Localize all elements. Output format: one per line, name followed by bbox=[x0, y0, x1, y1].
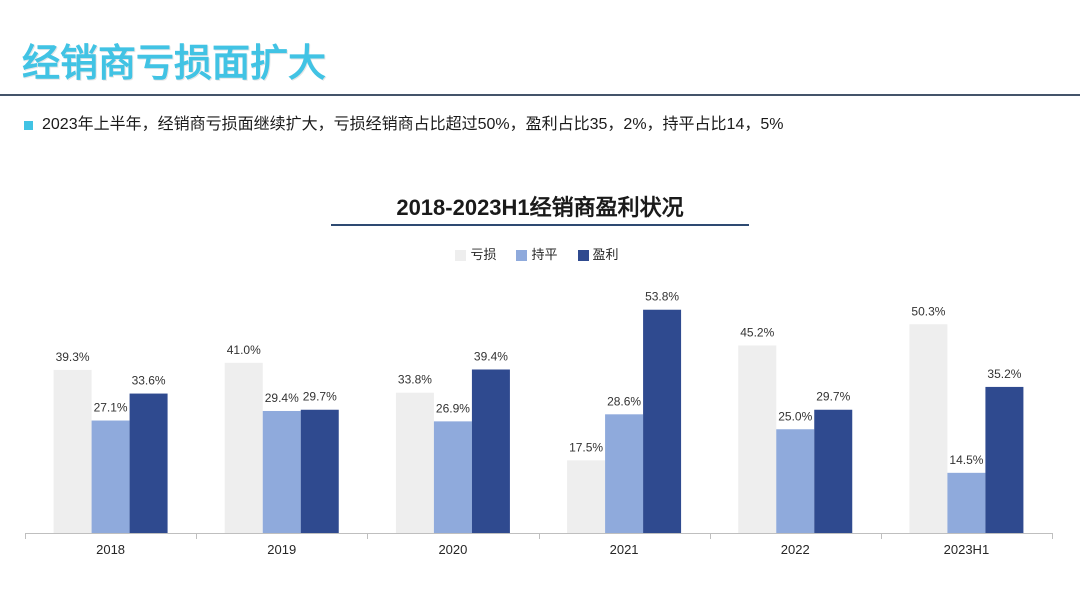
legend-label-breakeven: 持平 bbox=[531, 247, 558, 262]
bar-2019-series-0 bbox=[224, 362, 263, 533]
data-label-2018-series-1: 27.1% bbox=[94, 401, 128, 415]
bar-2022-series-0 bbox=[738, 345, 777, 533]
data-label-2022-series-2: 29.7% bbox=[816, 390, 850, 404]
bar-2021-series-1 bbox=[605, 414, 644, 533]
bar-2018-series-1 bbox=[91, 420, 130, 533]
bullet-point: 2023年上半年，经销商亏损面继续扩大，亏损经销商占比超过50%，盈利占比35，… bbox=[24, 114, 783, 136]
legend-item-breakeven: 持平 bbox=[516, 246, 558, 264]
chart-legend: 亏损 持平 盈利 bbox=[0, 246, 1077, 264]
bar-2020-series-0 bbox=[395, 392, 434, 533]
bar-2021-series-2 bbox=[643, 309, 682, 533]
legend-label-loss: 亏损 bbox=[470, 247, 497, 262]
x-tick-label-2023h1: 2023H1 bbox=[944, 542, 990, 557]
bar-2021-series-0 bbox=[567, 460, 606, 533]
legend-label-profit: 盈利 bbox=[592, 247, 619, 262]
data-label-2019-series-0: 41.0% bbox=[227, 343, 261, 357]
legend-swatch-breakeven bbox=[516, 249, 528, 261]
legend-item-profit: 盈利 bbox=[577, 246, 619, 264]
page-title: 经销商亏损面扩大 bbox=[22, 43, 327, 85]
bar-2020-series-2 bbox=[471, 369, 510, 533]
data-label-2023h1-series-1: 14.5% bbox=[949, 453, 983, 467]
bar-2018-series-0 bbox=[53, 369, 92, 533]
data-label-2022-series-1: 25.0% bbox=[778, 409, 812, 423]
bar-2023h1-series-2 bbox=[985, 386, 1024, 533]
data-label-2020-series-1: 26.9% bbox=[436, 401, 470, 415]
x-tick-label-2021: 2021 bbox=[610, 542, 639, 557]
bar-2023h1-series-1 bbox=[947, 472, 986, 533]
data-label-2023h1-series-0: 50.3% bbox=[911, 304, 945, 318]
data-label-2021-series-0: 17.5% bbox=[569, 440, 603, 454]
legend-swatch-profit bbox=[577, 249, 589, 261]
bar-2019-series-2 bbox=[300, 409, 339, 533]
x-tick-label-2022: 2022 bbox=[781, 542, 810, 557]
title-divider bbox=[0, 94, 1080, 96]
data-label-2018-series-2: 33.6% bbox=[132, 374, 166, 388]
data-label-2021-series-1: 28.6% bbox=[607, 394, 641, 408]
bar-2020-series-1 bbox=[433, 421, 472, 533]
chart-title-underline bbox=[331, 224, 749, 226]
legend-item-loss: 亏损 bbox=[455, 246, 496, 264]
bar-2018-series-2 bbox=[129, 393, 168, 533]
bar-2019-series-1 bbox=[262, 410, 301, 533]
data-label-2019-series-1: 29.4% bbox=[265, 391, 299, 405]
data-label-2018-series-0: 39.3% bbox=[56, 350, 90, 364]
bullet-square-icon bbox=[24, 120, 33, 130]
data-label-2021-series-2: 53.8% bbox=[645, 290, 679, 304]
x-tick-label-2018: 2018 bbox=[96, 542, 125, 557]
data-label-2022-series-0: 45.2% bbox=[740, 325, 774, 339]
bar-2023h1-series-0 bbox=[909, 324, 948, 533]
x-tick-label-2019: 2019 bbox=[267, 542, 296, 557]
data-label-2023h1-series-2: 35.2% bbox=[987, 367, 1021, 381]
x-tick-label-2020: 2020 bbox=[438, 542, 467, 557]
bar-2022-series-2 bbox=[814, 409, 853, 533]
bar-2022-series-1 bbox=[776, 429, 815, 533]
legend-swatch-loss bbox=[455, 249, 467, 261]
chart-title: 2018-2023H1经销商盈利状况 bbox=[396, 195, 684, 220]
bullet-text: 2023年上半年，经销商亏损面继续扩大，亏损经销商占比超过50%，盈利占比35，… bbox=[42, 116, 784, 133]
data-label-2020-series-2: 39.4% bbox=[474, 349, 508, 363]
data-label-2019-series-2: 29.7% bbox=[303, 390, 337, 404]
data-label-2020-series-0: 33.8% bbox=[398, 373, 432, 387]
